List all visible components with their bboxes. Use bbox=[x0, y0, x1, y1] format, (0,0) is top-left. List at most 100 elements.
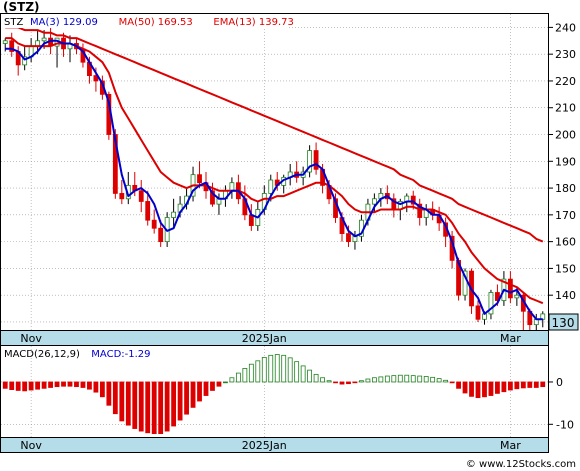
macd-bar bbox=[48, 381, 53, 388]
macd-bar bbox=[294, 361, 300, 383]
candle-body bbox=[417, 203, 423, 218]
macd-bar bbox=[320, 377, 325, 383]
candle-body bbox=[2, 40, 8, 44]
macd-bar bbox=[210, 381, 215, 391]
macd-bar bbox=[74, 381, 79, 388]
date-label: 2025Jan bbox=[242, 439, 287, 452]
macd-bar bbox=[235, 372, 241, 383]
price-tick-label: 210 bbox=[555, 102, 576, 115]
candle-body bbox=[151, 219, 157, 229]
macd-bar bbox=[520, 381, 526, 389]
candle-body bbox=[475, 305, 481, 320]
macd-bar bbox=[67, 381, 73, 387]
macd-bar bbox=[436, 378, 442, 383]
date-axis-labels: Nov2025JanMarMayJulSepNov bbox=[20, 332, 521, 345]
macd-bar bbox=[488, 381, 494, 396]
price-lines bbox=[5, 26, 544, 321]
candle-body bbox=[145, 201, 151, 221]
ma50-line bbox=[5, 26, 544, 243]
macd-bar bbox=[352, 381, 358, 384]
macd-bar bbox=[190, 381, 196, 408]
ma3-line bbox=[5, 39, 543, 321]
macd-bar bbox=[9, 381, 15, 390]
candle-body bbox=[171, 211, 177, 218]
ema13-line bbox=[5, 37, 544, 305]
date-label: Mar bbox=[500, 332, 521, 345]
macd-bar bbox=[456, 381, 461, 389]
macd-bar bbox=[300, 365, 306, 383]
macd-bar bbox=[482, 381, 487, 398]
macd-bar bbox=[443, 379, 449, 383]
macd-bar bbox=[287, 357, 293, 383]
price-tick-label: 140 bbox=[555, 289, 576, 302]
macd-bar bbox=[339, 381, 345, 385]
macd-bar bbox=[15, 381, 21, 391]
price-tick-label: 200 bbox=[555, 129, 576, 142]
macd-bar bbox=[346, 381, 351, 385]
price-tick-label: 240 bbox=[555, 21, 576, 34]
macd-bar bbox=[80, 381, 86, 388]
macd-y-axis: -10 0 bbox=[548, 376, 574, 431]
macd-bar bbox=[333, 381, 338, 384]
macd-bar bbox=[177, 381, 183, 421]
macd-bar bbox=[35, 381, 41, 390]
candle-body bbox=[229, 182, 235, 192]
price-legend: STZ MA(3) 129.09 MA(50) 169.53 EMA(13) 139.… bbox=[1, 14, 294, 28]
candle-body bbox=[93, 75, 99, 82]
price-tick-label: 160 bbox=[555, 236, 576, 249]
macd-bar bbox=[99, 381, 105, 398]
macd-panel bbox=[0, 345, 549, 438]
macd-bar bbox=[540, 381, 546, 388]
macd-bar bbox=[371, 377, 377, 383]
candle-body bbox=[158, 227, 164, 243]
macd-bar bbox=[158, 381, 164, 435]
macd-bar bbox=[507, 381, 513, 391]
macd-bar bbox=[197, 381, 202, 402]
macd-bar bbox=[495, 381, 500, 394]
macd-bar bbox=[184, 381, 189, 415]
date-axis-strip-bottom bbox=[0, 437, 549, 453]
macd-bar bbox=[281, 354, 287, 383]
macd-bar bbox=[203, 381, 209, 396]
macd-bar bbox=[462, 381, 468, 394]
last-price-box bbox=[548, 313, 579, 331]
macd-bars bbox=[2, 354, 546, 435]
macd-bar bbox=[138, 381, 144, 432]
macd-bar bbox=[469, 381, 474, 397]
date-label: Mar bbox=[500, 439, 521, 452]
macd-bar bbox=[430, 376, 436, 383]
macd-bar bbox=[313, 373, 319, 383]
macd-bar bbox=[242, 368, 248, 383]
macd-tick-label: 0 bbox=[556, 376, 563, 389]
legend-item: MA(3) 129.09 bbox=[30, 17, 98, 28]
candle-body bbox=[410, 195, 416, 205]
macd-legend: MACD(26,12,9) MACD:-1.29 bbox=[4, 349, 151, 360]
macd-bar bbox=[378, 376, 384, 383]
candle-body bbox=[313, 150, 319, 170]
candle-body bbox=[514, 294, 520, 299]
macd-bar bbox=[384, 375, 390, 383]
macd-legend-item: MACD(26,12,9) bbox=[4, 349, 80, 360]
macd-bar bbox=[132, 381, 138, 429]
date-label: Nov bbox=[20, 439, 42, 452]
legend-item: MA(50) 169.53 bbox=[119, 17, 193, 28]
price-tick-label: 180 bbox=[555, 182, 576, 195]
price-tick-label: 190 bbox=[555, 155, 576, 168]
macd-bar bbox=[125, 381, 131, 426]
candle-body bbox=[346, 233, 351, 243]
macd-bar bbox=[307, 369, 313, 383]
macd-bar bbox=[527, 381, 533, 388]
candle-body bbox=[462, 270, 468, 296]
candle-body bbox=[9, 40, 15, 52]
macd-bar bbox=[410, 375, 416, 383]
candle-body bbox=[41, 37, 47, 42]
macd-bar bbox=[54, 381, 60, 388]
macd-bar bbox=[87, 381, 92, 390]
macd-bar bbox=[216, 381, 222, 387]
macd-bar bbox=[391, 375, 397, 383]
date-axis-labels-bottom: Nov2025JanMarMayJulSepNov bbox=[20, 439, 521, 452]
candle-body bbox=[268, 179, 274, 194]
copyright-text: © www.12Stocks.com bbox=[465, 459, 576, 470]
macd-bar bbox=[404, 374, 410, 383]
candle-body bbox=[371, 198, 377, 205]
